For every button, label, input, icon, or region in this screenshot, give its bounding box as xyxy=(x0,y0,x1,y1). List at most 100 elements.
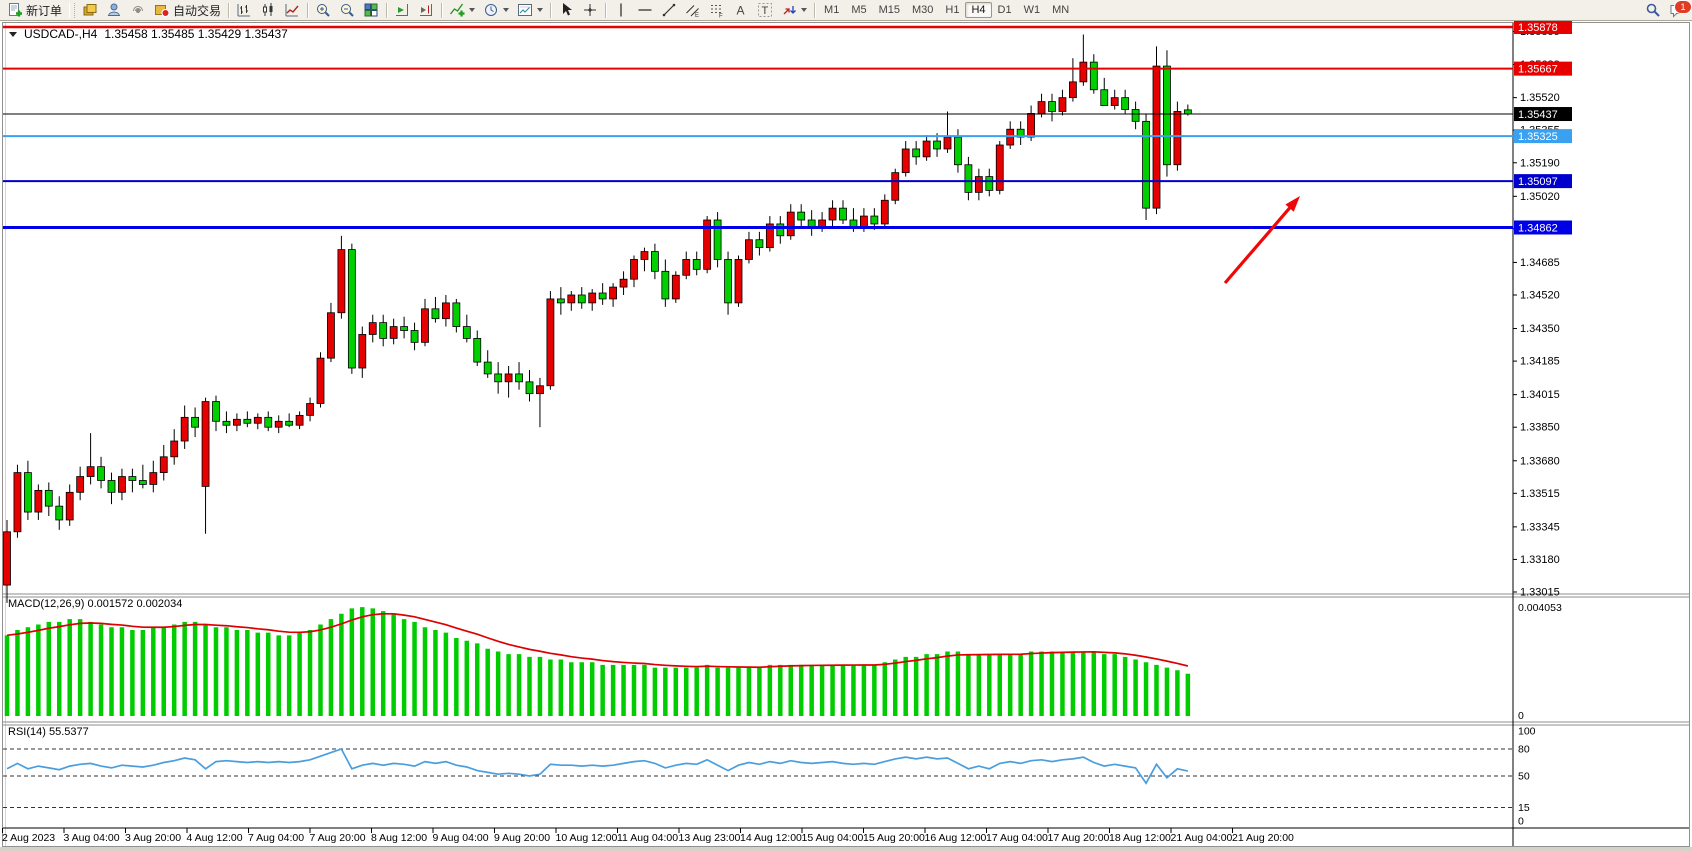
timeframe-d1-button[interactable]: D1 xyxy=(997,4,1012,16)
svg-text:1.34350: 1.34350 xyxy=(1520,323,1560,335)
svg-text:1.34015: 1.34015 xyxy=(1520,389,1560,401)
svg-text:T: T xyxy=(762,5,769,17)
macd-value: 0.001572 xyxy=(87,598,134,610)
svg-text:1.35097: 1.35097 xyxy=(1518,176,1558,188)
indicators-button[interactable] xyxy=(445,1,479,19)
templates-button[interactable] xyxy=(513,1,547,19)
toolbar-separator xyxy=(441,2,443,18)
periods-button[interactable] xyxy=(479,1,513,19)
svg-text:3 Aug 20:00: 3 Aug 20:00 xyxy=(125,832,181,844)
line-chart-button[interactable] xyxy=(280,1,304,19)
svg-text:13 Aug 23:00: 13 Aug 23:00 xyxy=(679,832,741,844)
new-order-button[interactable]: 新订单 xyxy=(3,1,66,19)
equidistant-channel-button[interactable]: E xyxy=(681,1,705,19)
svg-text:21 Aug 04:00: 21 Aug 04:00 xyxy=(1171,832,1233,844)
text-button[interactable]: A xyxy=(729,1,753,19)
text-label-icon: T xyxy=(758,3,773,17)
svg-text:80: 80 xyxy=(1518,744,1530,756)
toolbar-separator xyxy=(386,2,388,18)
macd-indicator-label: MACD(12,26,9) 0.001572 0.002034 xyxy=(8,598,182,610)
timeframe-w1-button[interactable]: W1 xyxy=(1023,4,1041,16)
svg-text:1.35325: 1.35325 xyxy=(1518,131,1558,143)
svg-text:8 Aug 12:00: 8 Aug 12:00 xyxy=(371,832,427,844)
svg-text:1.35190: 1.35190 xyxy=(1520,157,1560,169)
arrows-button[interactable] xyxy=(777,1,811,19)
svg-text:E: E xyxy=(695,13,699,18)
chart-shift-button[interactable] xyxy=(414,1,438,19)
svg-text:17 Aug 04:00: 17 Aug 04:00 xyxy=(986,832,1048,844)
svg-text:1.34862: 1.34862 xyxy=(1518,222,1558,234)
horizontal-lines-layer[interactable]: 1.35878 1.35667 1.35437 1.35325 1.35097 1.348… xyxy=(3,20,1572,235)
svg-text:1.35437: 1.35437 xyxy=(1518,109,1558,121)
indicators-icon xyxy=(450,3,465,17)
svg-text:0.004053: 0.004053 xyxy=(1518,602,1562,614)
chevron-down-icon xyxy=(801,8,808,12)
user-profile-icon xyxy=(107,3,121,16)
timeframe-m30-button[interactable]: M30 xyxy=(912,4,934,16)
svg-text:F: F xyxy=(719,14,723,19)
text-label-button[interactable]: T xyxy=(753,1,777,19)
candlestick-chart-button[interactable] xyxy=(256,1,280,19)
horizontal-line-icon xyxy=(638,9,652,11)
svg-text:0: 0 xyxy=(1518,710,1524,722)
timeframe-m5-button[interactable]: M5 xyxy=(851,4,867,16)
svg-text:1.34685: 1.34685 xyxy=(1520,257,1560,269)
candles-layer xyxy=(3,34,1192,603)
auto-scroll-button[interactable] xyxy=(390,1,414,19)
svg-text:1.33680: 1.33680 xyxy=(1520,455,1560,467)
fibonacci-icon: F xyxy=(711,5,724,19)
svg-text:15 Aug 04:00: 15 Aug 04:00 xyxy=(802,832,864,844)
gold-package-icon xyxy=(83,4,97,16)
horizontal-line-button[interactable] xyxy=(633,1,657,19)
auto-trading-label: 自动交易 xyxy=(173,3,222,18)
search-button[interactable] xyxy=(1641,1,1665,19)
svg-text:1.35878: 1.35878 xyxy=(1518,22,1558,34)
zoom-out-button[interactable] xyxy=(335,1,359,19)
gold-package-button[interactable] xyxy=(78,1,102,19)
chevron-down-icon xyxy=(469,8,476,12)
trendline-button[interactable] xyxy=(657,1,681,19)
window-frame xyxy=(0,22,1692,851)
notifications-button[interactable]: 1 xyxy=(1665,0,1692,19)
svg-text:2 Aug 2023: 2 Aug 2023 xyxy=(2,832,55,844)
annotation-layer[interactable] xyxy=(1223,196,1300,285)
line-chart-icon xyxy=(285,4,299,17)
signals-button[interactable] xyxy=(126,1,150,19)
timeframe-h4-button[interactable]: H4 xyxy=(965,2,992,18)
fibonacci-button[interactable]: F xyxy=(705,1,729,19)
toolbar-separator xyxy=(605,2,607,18)
arrows-icon xyxy=(783,6,796,15)
timeframe-h1-button[interactable]: H1 xyxy=(945,4,960,16)
cursor-icon xyxy=(563,3,573,16)
svg-text:9 Aug 04:00: 9 Aug 04:00 xyxy=(433,832,489,844)
new-order-label: 新订单 xyxy=(26,3,63,18)
macd-name: MACD(12,26,9) xyxy=(8,598,85,610)
timeframe-mn-button[interactable]: MN xyxy=(1052,4,1070,16)
timeframe-m1-button[interactable]: M1 xyxy=(824,4,840,16)
timeframe-m15-button[interactable]: M15 xyxy=(878,4,900,16)
user-profile-button[interactable] xyxy=(102,1,126,19)
macd-signal-value: 0.002034 xyxy=(136,598,183,610)
chart-title: USDCAD-,H4 1.35458 1.35485 1.35429 1.354… xyxy=(9,27,288,41)
auto-trading-icon xyxy=(155,5,170,17)
vertical-line-button[interactable] xyxy=(609,1,633,19)
crosshair-button[interactable] xyxy=(578,1,602,19)
auto-trading-button[interactable]: 自动交易 xyxy=(150,1,225,19)
toolbar-separator xyxy=(550,2,552,18)
toolbar: 新订单 自动交易 xyxy=(0,0,1692,21)
svg-text:1.33850: 1.33850 xyxy=(1520,422,1560,434)
tile-windows-button[interactable] xyxy=(359,1,383,19)
bar-chart-button[interactable] xyxy=(232,1,256,19)
svg-text:15: 15 xyxy=(1518,802,1530,814)
cursor-button[interactable] xyxy=(554,1,578,19)
symbol-dropdown-icon[interactable] xyxy=(9,31,17,37)
zoom-in-button[interactable] xyxy=(311,1,335,19)
chevron-down-icon xyxy=(503,8,510,12)
auto-scroll-icon xyxy=(396,4,409,16)
vertical-line-icon xyxy=(620,3,622,17)
svg-text:50: 50 xyxy=(1518,771,1530,783)
svg-text:1.35667: 1.35667 xyxy=(1518,64,1558,76)
rsi-indicator-label: RSI(14) 55.5377 xyxy=(8,726,89,738)
svg-text:4 Aug 12:00: 4 Aug 12:00 xyxy=(187,832,243,844)
